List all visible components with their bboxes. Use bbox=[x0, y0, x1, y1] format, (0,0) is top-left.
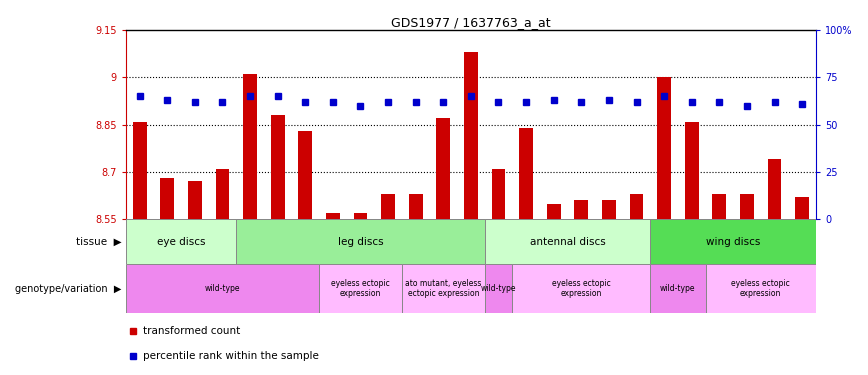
Text: wing discs: wing discs bbox=[706, 237, 760, 247]
Bar bbox=[271, 115, 285, 219]
Text: wild-type: wild-type bbox=[481, 284, 516, 293]
Bar bbox=[512, 264, 650, 313]
Bar bbox=[243, 74, 257, 219]
Bar bbox=[326, 213, 339, 219]
Bar bbox=[706, 264, 816, 313]
Bar bbox=[575, 200, 589, 219]
Text: leg discs: leg discs bbox=[338, 237, 384, 247]
Text: eye discs: eye discs bbox=[157, 237, 206, 247]
Bar bbox=[409, 194, 423, 219]
Text: tissue  ▶: tissue ▶ bbox=[76, 237, 122, 247]
Text: percentile rank within the sample: percentile rank within the sample bbox=[143, 351, 319, 361]
Bar bbox=[381, 194, 395, 219]
Bar bbox=[713, 194, 727, 219]
Text: eyeless ectopic
expression: eyeless ectopic expression bbox=[552, 279, 611, 298]
Bar bbox=[685, 122, 699, 219]
Bar bbox=[491, 169, 505, 219]
Bar bbox=[547, 204, 561, 219]
Bar bbox=[133, 122, 147, 219]
Bar bbox=[319, 264, 402, 313]
Bar bbox=[484, 219, 650, 264]
Text: genotype/variation  ▶: genotype/variation ▶ bbox=[15, 284, 122, 294]
Text: eyeless ectopic
expression: eyeless ectopic expression bbox=[732, 279, 790, 298]
Bar bbox=[353, 213, 367, 219]
Bar bbox=[657, 77, 671, 219]
Bar bbox=[650, 264, 706, 313]
Text: ato mutant, eyeless
ectopic expression: ato mutant, eyeless ectopic expression bbox=[405, 279, 482, 298]
Bar bbox=[126, 219, 236, 264]
Bar bbox=[602, 200, 615, 219]
Text: transformed count: transformed count bbox=[143, 326, 240, 336]
Bar bbox=[299, 131, 312, 219]
Bar bbox=[464, 52, 477, 219]
Bar bbox=[402, 264, 484, 313]
Text: wild-type: wild-type bbox=[205, 284, 240, 293]
Text: wild-type: wild-type bbox=[661, 284, 695, 293]
Bar bbox=[126, 264, 319, 313]
Bar bbox=[236, 219, 484, 264]
Bar bbox=[629, 194, 643, 219]
Title: GDS1977 / 1637763_a_at: GDS1977 / 1637763_a_at bbox=[391, 16, 550, 29]
Text: eyeless ectopic
expression: eyeless ectopic expression bbox=[331, 279, 390, 298]
Bar bbox=[740, 194, 753, 219]
Bar bbox=[519, 128, 533, 219]
Bar bbox=[437, 118, 450, 219]
Text: antennal discs: antennal discs bbox=[529, 237, 605, 247]
Bar bbox=[484, 264, 512, 313]
Bar bbox=[650, 219, 816, 264]
Bar bbox=[795, 197, 809, 219]
Bar bbox=[188, 182, 201, 219]
Bar bbox=[161, 178, 174, 219]
Bar bbox=[767, 159, 781, 219]
Bar bbox=[215, 169, 229, 219]
